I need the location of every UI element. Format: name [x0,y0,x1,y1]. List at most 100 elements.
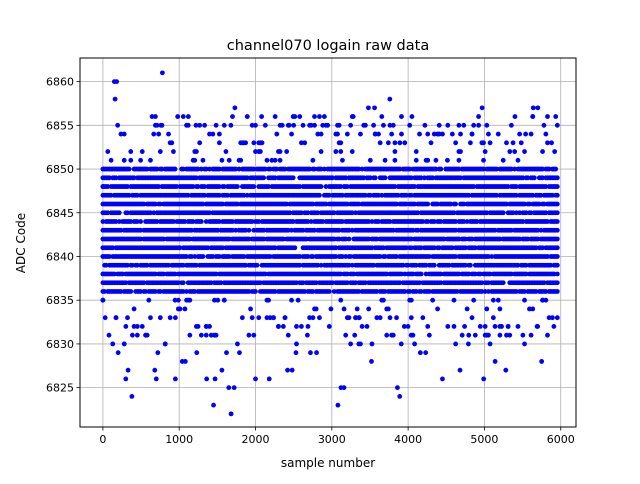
data-point [509,166,514,172]
data-point [394,254,399,259]
data-point [244,192,250,198]
data-point [175,114,181,119]
data-point [362,192,368,198]
data-point [445,122,451,128]
data-point [551,324,557,329]
data-point [118,227,124,233]
data-point [540,245,545,251]
data-point [141,201,147,207]
x-tick-label: 1000 [165,433,193,446]
data-point [189,227,194,233]
data-point [461,122,467,128]
data-point [216,131,222,137]
data-point [381,245,386,251]
data-point [192,289,198,294]
data-point [545,114,550,119]
data-point [148,157,153,163]
data-point [445,324,451,329]
data-point [220,245,226,251]
data-point [262,271,268,277]
data-point [426,254,432,259]
data-point [254,262,260,268]
y-tick-label: 6830 [46,338,74,351]
data-point [267,254,273,259]
data-point [235,341,240,347]
data-point [359,324,365,329]
data-point [409,114,415,119]
data-point [203,324,209,329]
y-tick-label: 6860 [46,76,74,89]
data-point [448,201,454,207]
data-point [472,332,478,338]
data-point [513,184,519,189]
data-point [399,271,404,277]
data-point [546,166,552,172]
data-point [507,332,513,338]
data-point [215,297,221,303]
data-point [417,350,423,356]
data-point [295,297,301,303]
data-point [402,140,408,146]
data-point [203,332,209,338]
data-point [402,289,408,294]
data-point [504,140,509,146]
data-point [397,393,403,399]
data-point [369,359,374,364]
data-point [377,254,383,259]
data-point [189,254,194,259]
data-point [257,149,263,154]
data-point [335,402,341,408]
data-point [172,297,178,303]
data-point [412,201,418,207]
data-point [291,122,297,128]
data-point [310,157,316,163]
data-point [346,262,352,268]
data-point [420,315,426,321]
data-point [425,324,431,329]
data-point [197,140,203,146]
data-point [213,271,219,277]
data-point [513,192,519,198]
data-point [106,332,112,338]
data-point [402,271,408,277]
data-point [244,114,250,119]
data-point [208,332,214,338]
data-point [520,332,526,338]
data-point [158,122,164,128]
data-point [246,227,252,233]
data-point [425,131,431,137]
data-point [249,315,255,321]
data-point [554,192,560,198]
data-point [466,332,472,338]
data-point [212,376,218,382]
data-point [157,289,163,294]
data-point [213,332,219,338]
data-point [515,262,521,268]
data-point [469,131,475,137]
data-point [395,385,400,391]
data-point [494,192,500,198]
data-point [237,350,242,356]
data-point [172,315,178,321]
data-point [446,262,452,268]
data-point [253,149,258,154]
data-point [239,315,245,321]
data-point [321,114,327,119]
data-point [121,341,127,347]
x-tick-label: 0 [99,433,106,446]
data-point [545,332,550,338]
data-point [500,210,506,216]
data-point [230,219,235,224]
data-point [441,236,447,242]
data-point [313,306,319,312]
data-point [438,280,444,286]
data-point [167,315,173,321]
data-point [341,385,347,391]
data-point [469,315,475,321]
data-point [440,131,445,137]
data-point [138,236,144,242]
data-point [118,289,124,294]
data-point [486,254,491,259]
data-point [481,166,486,172]
data-point [344,131,350,137]
